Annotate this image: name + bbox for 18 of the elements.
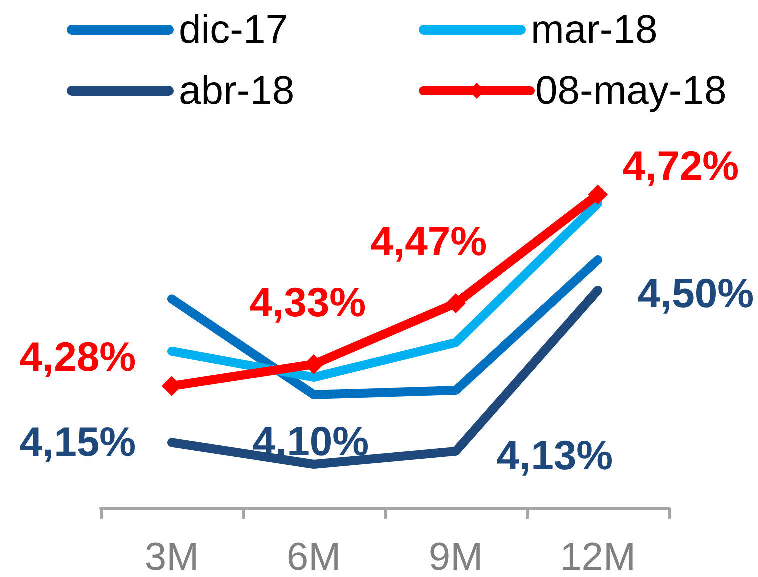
point (446, 294, 466, 314)
legend-label: dic-17 (179, 8, 288, 52)
x-tick-label: 3M (144, 536, 200, 577)
point (588, 184, 608, 205)
x-tick-label: 6M (286, 536, 342, 577)
x-tick-label: 9M (428, 536, 484, 577)
data-label: 4,10% (252, 418, 370, 464)
data-label: 4,13% (496, 432, 614, 478)
data-label: 4,72% (622, 142, 740, 189)
legend-label: 08-may-18 (536, 69, 727, 113)
data-label: 4,15% (20, 418, 136, 465)
legend-label: mar-18 (531, 8, 658, 52)
x-tick-label: 12M (560, 536, 636, 577)
data-label: 4,47% (370, 218, 488, 265)
data-label: 4,33% (250, 279, 366, 326)
data-label: 4,28% (20, 334, 136, 380)
legend-label: abr-18 (179, 69, 295, 113)
data-label: 4,50% (638, 270, 754, 316)
